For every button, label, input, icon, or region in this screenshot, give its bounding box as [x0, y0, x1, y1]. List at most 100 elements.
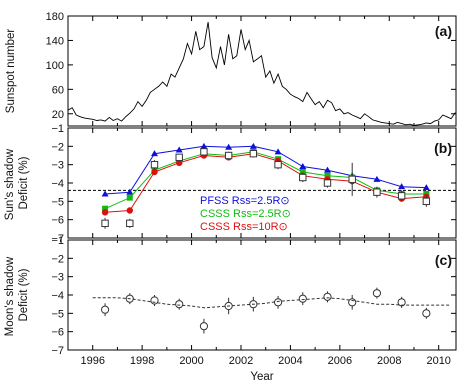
data-point-triangle [299, 163, 307, 169]
series-line-0 [105, 145, 427, 195]
y-tick-label: −7 [51, 345, 64, 357]
panel-a-data [67, 22, 456, 126]
data-point-triangle [274, 148, 282, 155]
panel-b-ticks: −1 −2 −3 −4 −5 −6 −7 [51, 123, 456, 245]
data-point-open-circle [397, 298, 406, 307]
data-point-triangle [249, 142, 257, 149]
data-point-open-circle [150, 296, 159, 305]
panel-c-ylabel-line2: Deficit (%) [18, 268, 30, 321]
x-tick-label: 1998 [130, 355, 154, 367]
data-point-open-circle [422, 309, 431, 318]
panel-b-label: (b) [434, 140, 452, 156]
panel-b-legend: PFSS Rss=2.5R⊙ CSSS Rss=2.5R⊙ CSSS Rss=1… [200, 195, 291, 233]
series-line-0 [67, 22, 456, 126]
data-point-open-circle [100, 305, 110, 314]
y-tick-label: −3 [51, 160, 64, 172]
data-point-circle [126, 207, 133, 214]
x-tick-label: 2010 [426, 355, 450, 367]
panel-a-frame [67, 15, 457, 127]
data-point-square [299, 169, 306, 175]
legend-entry-csss-2-5: CSSS Rss=2.5R⊙ [200, 208, 291, 220]
series-line-2 [105, 153, 427, 213]
panel-c-ylabel: Moon's shadow Deficit (%) [4, 254, 30, 337]
legend-entry-pfss: PFSS Rss=2.5R⊙ [200, 195, 290, 207]
y-tick-label: 180 [46, 11, 64, 23]
data-point-open-square [397, 192, 406, 200]
data-point-open-square [299, 173, 307, 182]
y-tick-label: −5 [51, 196, 64, 208]
data-point-open-square [373, 188, 381, 196]
panel-c-data [92, 287, 452, 334]
data-point-triangle [323, 166, 331, 173]
panel-a-ylabel: Sunspot number [5, 29, 17, 114]
x-tick-label: 1996 [80, 355, 104, 367]
data-point-square [102, 205, 109, 212]
y-tick-label: −6 [51, 215, 64, 227]
data-point-triangle [398, 183, 406, 190]
panel-c-frame [67, 239, 457, 351]
data-point-open-square [348, 175, 356, 184]
data-point-open-circle [175, 300, 184, 309]
data-point-square [126, 194, 133, 201]
y-tick-label: −6 [51, 327, 64, 339]
y-tick-label: −1 [51, 123, 64, 135]
data-point-open-square [422, 197, 431, 206]
data-point-circle [176, 159, 183, 167]
data-point-circle [151, 168, 158, 176]
panel-b-ylabel-line1: Sun's shadow [4, 148, 16, 220]
data-point-triangle [126, 188, 134, 195]
data-point-triangle [200, 142, 208, 149]
y-tick-label: −4 [51, 178, 64, 190]
data-point-open-square [274, 160, 282, 169]
data-point-triangle [175, 146, 183, 153]
panel-c-label: (c) [435, 252, 452, 268]
y-tick-label: 20 [52, 109, 64, 121]
panel-a-label: (a) [435, 23, 452, 39]
data-point-square [324, 172, 331, 179]
y-tick-label: 140 [46, 35, 64, 47]
x-axis-label: Year [250, 371, 273, 382]
data-point-open-square [249, 149, 258, 158]
x-tick-label: 2002 [229, 355, 253, 367]
data-point-open-square [150, 160, 159, 169]
data-point-open-circle [199, 322, 209, 331]
data-point-open-square [175, 153, 183, 162]
legend-entry-csss-10: CSSS Rss=10R⊙ [200, 221, 288, 233]
y-tick-label: −7 [51, 233, 64, 245]
panel-b-ylabel-line2: Deficit (%) [18, 156, 30, 209]
series-line-1 [92, 297, 452, 309]
data-point-open-circle [372, 289, 382, 298]
data-point-open-circle [348, 298, 357, 307]
data-point-triangle [422, 184, 430, 191]
panel-c-ylabel-line1: Moon's shadow [4, 256, 16, 336]
panel-c-ticks: −1 −2 −3 −4 −5 −6 −7 1996 1998 2000 2002 2004 2006 20… [51, 235, 456, 367]
y-tick-label: −5 [51, 308, 64, 320]
y-tick-label: −1 [51, 235, 64, 247]
y-tick-label: −2 [51, 253, 64, 265]
data-point-open-circle [273, 298, 283, 307]
data-point-open-square [323, 179, 332, 187]
data-point-triangle [225, 143, 233, 150]
data-point-open-square [224, 151, 233, 160]
data-point-open-square [126, 219, 134, 228]
data-point-open-circle [323, 292, 332, 301]
y-tick-label: −4 [51, 290, 64, 302]
y-tick-label: −2 [51, 141, 64, 153]
data-point-circle [101, 209, 109, 216]
y-tick-label: 100 [46, 60, 64, 72]
y-tick-label: 60 [52, 84, 64, 96]
x-tick-label: 2008 [377, 355, 401, 367]
panel-b-ylabel: Sun's shadow Deficit (%) [4, 146, 30, 220]
series-line-1 [104, 151, 427, 210]
data-point-open-square [101, 219, 109, 228]
data-point-triangle [101, 190, 109, 197]
x-tick-label: 2000 [179, 355, 203, 367]
panel-a-ticks: 20 60 100 140 180 [46, 11, 456, 126]
x-tick-label: 2006 [328, 355, 352, 367]
data-point-triangle [373, 175, 381, 182]
data-point-triangle [150, 150, 158, 157]
y-tick-label: −3 [51, 272, 64, 284]
panel-b-data [68, 142, 456, 229]
x-tick-label: 2004 [278, 355, 302, 367]
